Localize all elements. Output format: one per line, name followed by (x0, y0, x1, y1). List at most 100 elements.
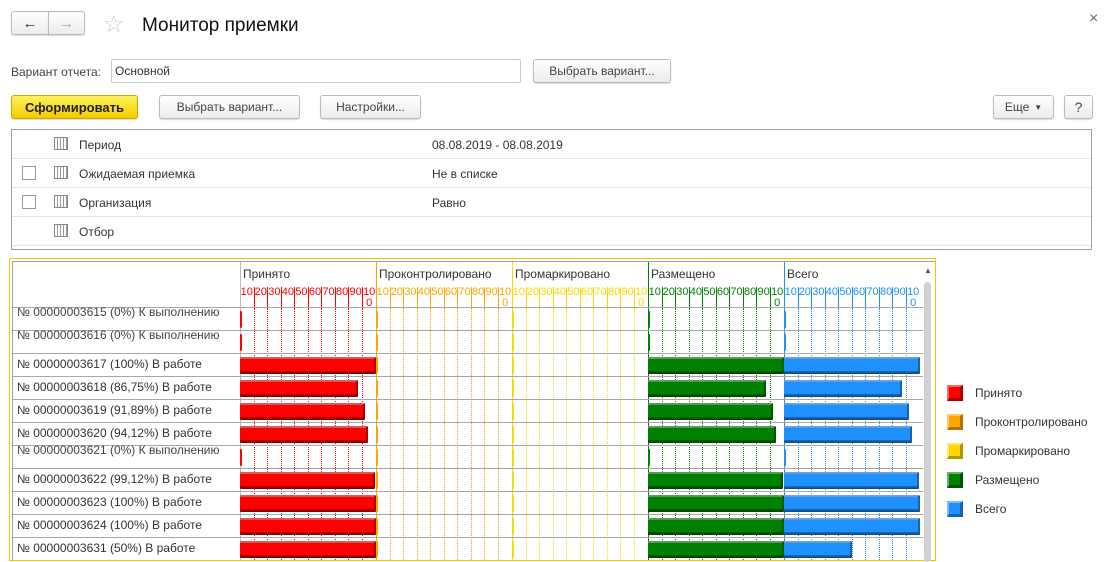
bar-3[interactable] (648, 426, 776, 443)
table-row[interactable]: № 00000003615 (0%) К выполнению (13, 306, 923, 330)
bar-4[interactable] (784, 541, 852, 558)
tick-label: 70 (865, 287, 879, 309)
back-button[interactable]: ← (11, 11, 49, 35)
table-row[interactable]: № 00000003631 (50%) В работе (13, 537, 923, 560)
row-label: № 00000003621 (0%) К выполнению (17, 444, 220, 457)
bar-0[interactable] (240, 518, 376, 535)
star-icon[interactable]: ☆ (103, 11, 125, 38)
tick-label: 70 (457, 287, 471, 309)
series-header: Принято 10 20 30 40 50 60 70 80 90 100 (240, 262, 376, 310)
table-row[interactable]: № 00000003621 (0%) К выполнению (13, 444, 923, 468)
bar-4[interactable] (784, 495, 920, 512)
close-icon[interactable]: × (1089, 10, 1099, 27)
bar-zero-2 (512, 357, 514, 374)
bar-3[interactable] (648, 357, 784, 374)
tick-label: 100 (497, 287, 512, 309)
tick-label: 10 (376, 287, 389, 298)
table-row[interactable]: № 00000003619 (91,89%) В работе (13, 399, 923, 422)
tick-label: 40 (280, 287, 295, 309)
bar-3[interactable] (648, 541, 784, 558)
filter-icon (54, 166, 68, 179)
scroll-up-icon[interactable]: ▲ (924, 266, 932, 275)
bar-zero-2 (512, 380, 514, 397)
gridline (403, 307, 405, 560)
series-title: Промаркировано (515, 267, 611, 281)
filter-value[interactable]: Не в списке (432, 167, 498, 181)
settings-button[interactable]: Настройки... (320, 95, 421, 119)
help-button[interactable]: ? (1064, 95, 1093, 119)
bar-0[interactable] (240, 541, 376, 558)
bar-3[interactable] (648, 403, 774, 420)
filter-checkbox[interactable] (22, 166, 36, 180)
variant-label: Вариант отчета: (11, 65, 101, 79)
legend-label: Проконтролировано (975, 415, 1088, 429)
filter-name: Ожидаемая приемка (79, 167, 196, 181)
table-row[interactable]: № 00000003617 (100%) В работе (13, 353, 923, 376)
bar-4[interactable] (784, 518, 920, 535)
bar-4[interactable] (784, 426, 912, 443)
forward-button[interactable]: → (48, 11, 85, 35)
gridline (579, 307, 581, 560)
tick-label: 20 (389, 287, 404, 309)
legend-label: Промаркировано (975, 444, 1071, 458)
legend-swatch (947, 414, 963, 430)
more-button[interactable]: Еще ▼ (993, 95, 1054, 119)
table-row[interactable]: № 00000003624 (100%) В работе (13, 514, 923, 537)
generate-button[interactable]: Сформировать (11, 95, 138, 119)
table-row[interactable]: № 00000003623 (100%) В работе (13, 491, 923, 514)
choose-variant-button[interactable]: Выбрать вариант... (159, 95, 300, 119)
bar-0[interactable] (240, 472, 375, 489)
bar-zero-0 (240, 334, 242, 351)
table-row[interactable]: № 00000003622 (99,12%) В работе (13, 468, 923, 491)
bar-zero-2 (512, 311, 514, 328)
table-row[interactable]: № 00000003616 (0%) К выполнению (13, 329, 923, 353)
row-label: № 00000003618 (86,75%) В работе (17, 381, 212, 394)
bar-3[interactable] (648, 472, 783, 489)
tick-label: 80 (606, 287, 621, 309)
bar-zero-4 (784, 449, 786, 466)
bar-0[interactable] (240, 380, 359, 397)
gridline (430, 307, 432, 560)
filter-icon (54, 224, 68, 237)
tick-label: 10 (784, 287, 797, 298)
legend-swatch (947, 501, 963, 517)
bar-zero-1 (376, 334, 378, 351)
filter-value[interactable]: Равно (432, 196, 466, 210)
scroll-thumb[interactable] (924, 282, 931, 562)
tick-label: 50 (430, 287, 444, 309)
bar-0[interactable] (240, 403, 366, 420)
row-label: № 00000003623 (100%) В работе (17, 496, 202, 509)
scrollbar[interactable]: ▲ (922, 262, 934, 562)
choose-variant-top-button[interactable]: Выбрать вариант... (533, 59, 671, 83)
bar-4[interactable] (784, 472, 919, 489)
bar-0[interactable] (240, 495, 376, 512)
tick-label: 90 (484, 287, 498, 309)
filter-checkbox[interactable] (22, 195, 36, 209)
series-header: Всего 10 20 30 40 50 60 70 80 90 100 (784, 262, 920, 310)
filter-value[interactable]: 08.08.2019 - 08.08.2019 (432, 138, 563, 152)
filter-row: Отбор (12, 217, 1091, 246)
bar-zero-4 (784, 311, 786, 328)
tick-label: 80 (470, 287, 485, 309)
bar-zero-0 (240, 311, 242, 328)
bar-4[interactable] (784, 403, 910, 420)
tick-label: 30 (811, 287, 825, 309)
table-row[interactable]: № 00000003620 (94,12%) В работе (13, 422, 923, 445)
bar-3[interactable] (648, 518, 784, 535)
bar-4[interactable] (784, 357, 920, 374)
variant-input[interactable]: Основной (111, 59, 521, 83)
tick-label: 10 (240, 287, 253, 298)
bar-3[interactable] (648, 380, 767, 397)
bar-3[interactable] (648, 495, 784, 512)
bar-0[interactable] (240, 357, 376, 374)
bar-zero-1 (376, 426, 378, 443)
bar-4[interactable] (784, 380, 903, 397)
tick-label: 100 (361, 287, 376, 309)
table-row[interactable]: № 00000003618 (86,75%) В работе (13, 376, 923, 399)
tick-label: 80 (878, 287, 893, 309)
bar-0[interactable] (240, 426, 368, 443)
filter-name: Период (79, 138, 122, 152)
bar-zero-1 (376, 380, 378, 397)
arrow-left-icon: ← (22, 14, 38, 32)
tick-label: 90 (348, 287, 362, 309)
